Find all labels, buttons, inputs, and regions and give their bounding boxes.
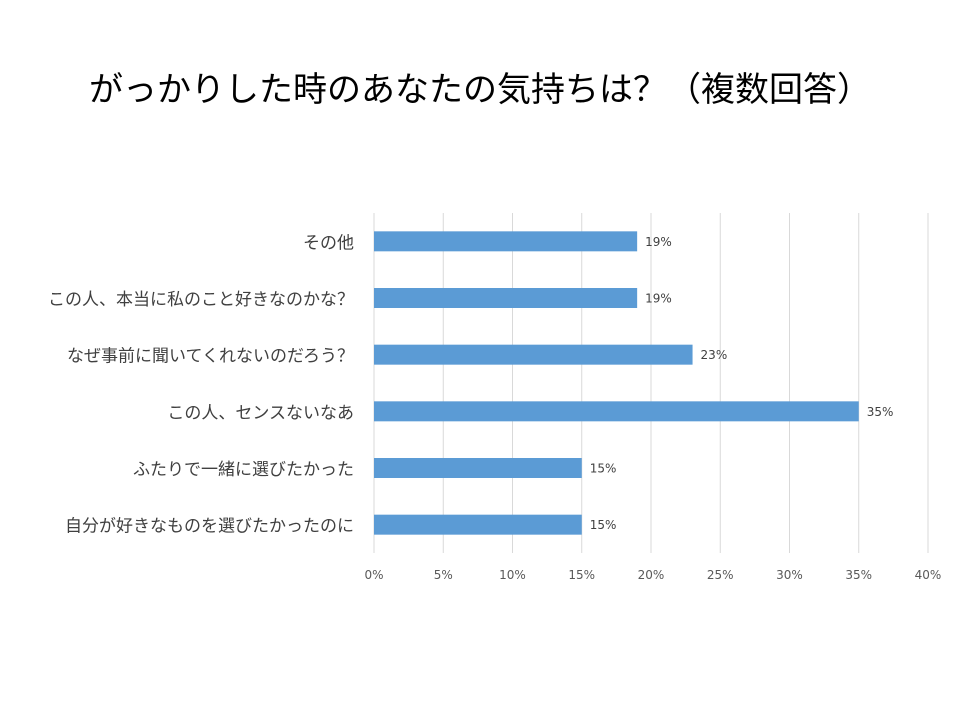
category-label: その他 <box>303 233 354 253</box>
bar <box>374 231 638 252</box>
bar <box>374 514 582 535</box>
data-label: 19% <box>645 292 672 306</box>
x-tick-label: 15% <box>568 568 595 582</box>
data-label: 23% <box>701 348 728 362</box>
x-tick-label: 30% <box>776 568 803 582</box>
category-label: ふたりで一緒に選びたかった <box>133 460 354 480</box>
data-label: 15% <box>590 518 617 532</box>
bars <box>374 231 859 535</box>
category-label: なぜ事前に聞いてくれないのだろう？ <box>67 347 354 367</box>
category-label: この人、センスないなあ <box>167 403 354 423</box>
bar <box>374 458 582 478</box>
chart-title: がっかりした時のあなたの気持ちは？（複数回答） <box>89 70 871 110</box>
bar <box>374 344 693 365</box>
x-tick-label: 20% <box>638 568 665 582</box>
x-tick-labels: 0% 5% 10% 15% 20% 25% 30% 35% 40% <box>364 568 941 582</box>
x-tick-label: 40% <box>915 568 942 582</box>
x-tick-label: 0% <box>364 568 383 582</box>
data-label: 19% <box>645 235 672 249</box>
data-labels: 19% 19% 23% 35% 15% 15% <box>590 235 894 532</box>
category-label: この人、本当に私のこと好きなのかな？ <box>48 290 354 310</box>
data-label: 35% <box>867 405 894 419</box>
x-tick-label: 25% <box>707 568 734 582</box>
category-label: 自分が好きなものを選びたかったのに <box>65 517 354 537</box>
x-tick-label: 35% <box>845 568 872 582</box>
x-tick-label: 10% <box>499 568 526 582</box>
bar <box>374 288 638 308</box>
data-label: 15% <box>590 462 617 476</box>
bar <box>374 401 859 422</box>
x-tick-label: 5% <box>434 568 453 582</box>
gridlines <box>373 213 929 553</box>
